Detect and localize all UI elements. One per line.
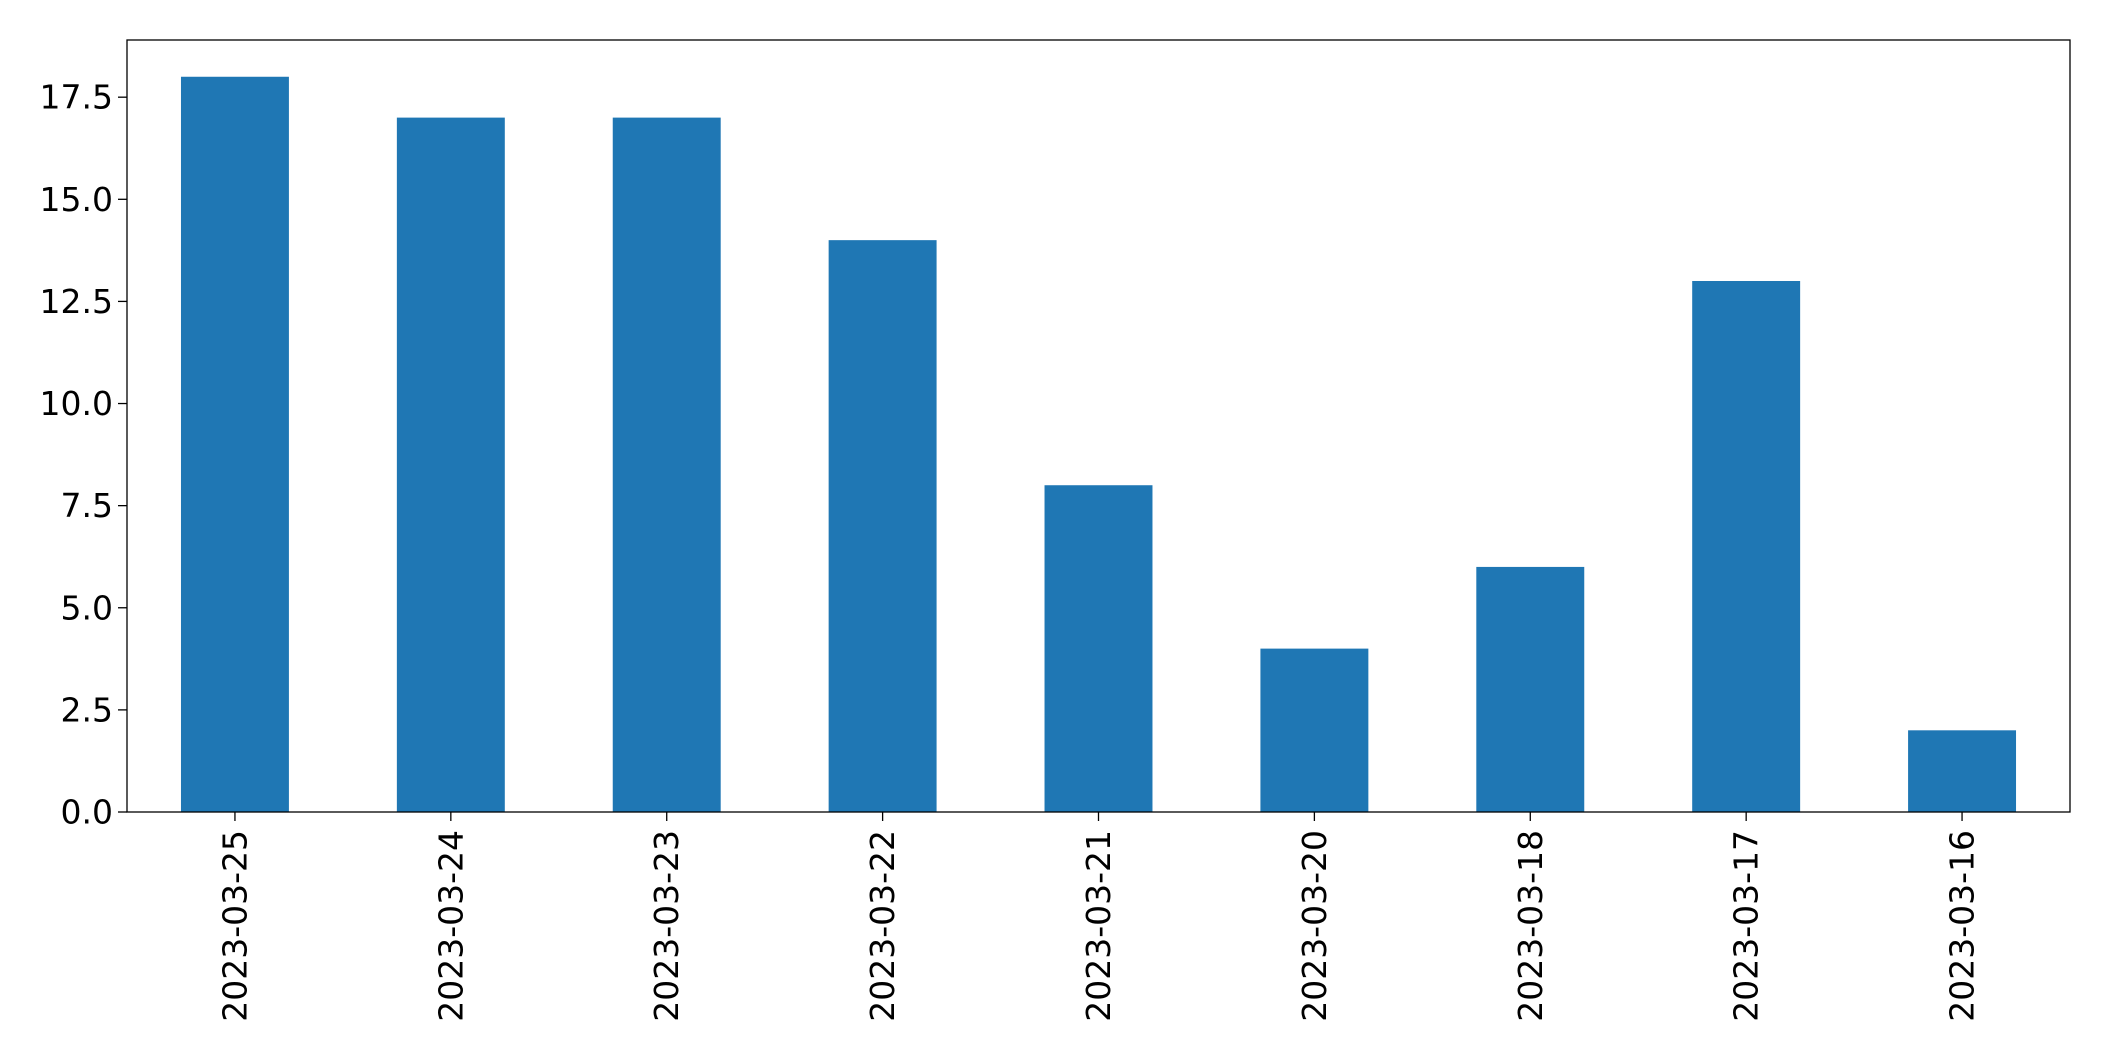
y-tick-label: 5.0 (61, 588, 113, 627)
y-tick-label: 7.5 (61, 486, 113, 525)
x-tick-label: 2023-03-16 (1943, 830, 1982, 1022)
x-tick-label: 2023-03-18 (1511, 830, 1550, 1022)
x-tick-label: 2023-03-17 (1727, 830, 1766, 1022)
bar-2023-03-16 (1908, 730, 2017, 812)
y-axis: 0.0 2.5 5.0 7.5 10.0 12.5 15.0 17.5 (40, 78, 127, 832)
x-tick-label: 2023-03-24 (431, 830, 470, 1022)
bar-2023-03-24 (396, 117, 505, 813)
x-tick-label: 2023-03-22 (863, 830, 902, 1022)
x-axis: 2023-03-25 2023-03-24 2023-03-23 2023-03-22… (215, 812, 1982, 1022)
bars (180, 76, 2017, 813)
x-tick-label: 2023-03-20 (1295, 830, 1334, 1022)
bar-2023-03-21 (1044, 485, 1153, 812)
bar-2023-03-23 (612, 117, 721, 813)
y-tick-label: 0.0 (61, 793, 113, 832)
bar-2023-03-20 (1260, 648, 1369, 812)
y-tick-label: 12.5 (40, 282, 113, 321)
bar-2023-03-17 (1692, 280, 1801, 812)
x-tick-label: 2023-03-21 (1079, 830, 1118, 1022)
y-tick-label: 17.5 (40, 78, 113, 117)
y-tick-label: 15.0 (40, 180, 113, 219)
x-tick-label: 2023-03-25 (215, 830, 254, 1022)
y-tick-label: 2.5 (61, 690, 113, 729)
plot-frame (126, 39, 2071, 813)
bar-2023-03-25 (180, 76, 289, 812)
bar-2023-03-18 (1476, 566, 1585, 812)
y-tick-label: 10.0 (40, 384, 113, 423)
x-tick-label: 2023-03-23 (647, 830, 686, 1022)
bar-2023-03-22 (828, 240, 937, 813)
